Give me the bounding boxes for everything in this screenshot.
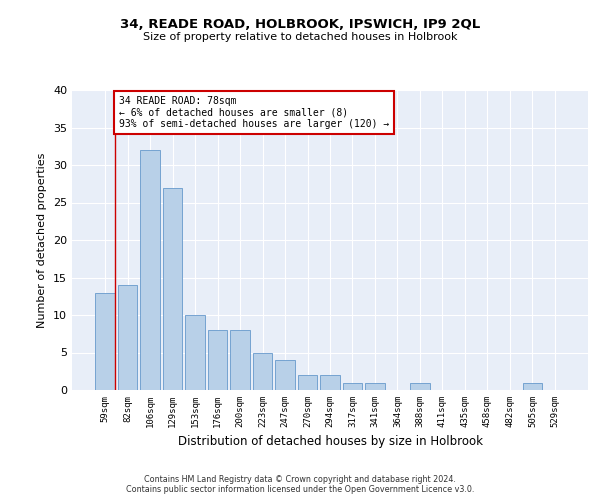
Bar: [365, 382, 385, 390]
Bar: [118, 285, 137, 390]
Y-axis label: Number of detached properties: Number of detached properties: [37, 152, 47, 328]
Text: Size of property relative to detached houses in Holbrook: Size of property relative to detached ho…: [143, 32, 457, 42]
Bar: [410, 382, 430, 390]
Text: 34 READE ROAD: 78sqm
← 6% of detached houses are smaller (8)
93% of semi-detache: 34 READE ROAD: 78sqm ← 6% of detached ho…: [119, 96, 389, 129]
Bar: [523, 382, 542, 390]
Bar: [163, 188, 182, 390]
Text: 34, READE ROAD, HOLBROOK, IPSWICH, IP9 2QL: 34, READE ROAD, HOLBROOK, IPSWICH, IP9 2…: [120, 18, 480, 30]
Bar: [343, 382, 362, 390]
Bar: [253, 352, 272, 390]
Bar: [320, 375, 340, 390]
Text: Contains HM Land Registry data © Crown copyright and database right 2024.
Contai: Contains HM Land Registry data © Crown c…: [126, 474, 474, 494]
Bar: [95, 292, 115, 390]
Bar: [140, 150, 160, 390]
Bar: [275, 360, 295, 390]
X-axis label: Distribution of detached houses by size in Holbrook: Distribution of detached houses by size …: [178, 436, 482, 448]
Bar: [208, 330, 227, 390]
Bar: [298, 375, 317, 390]
Bar: [185, 315, 205, 390]
Bar: [230, 330, 250, 390]
